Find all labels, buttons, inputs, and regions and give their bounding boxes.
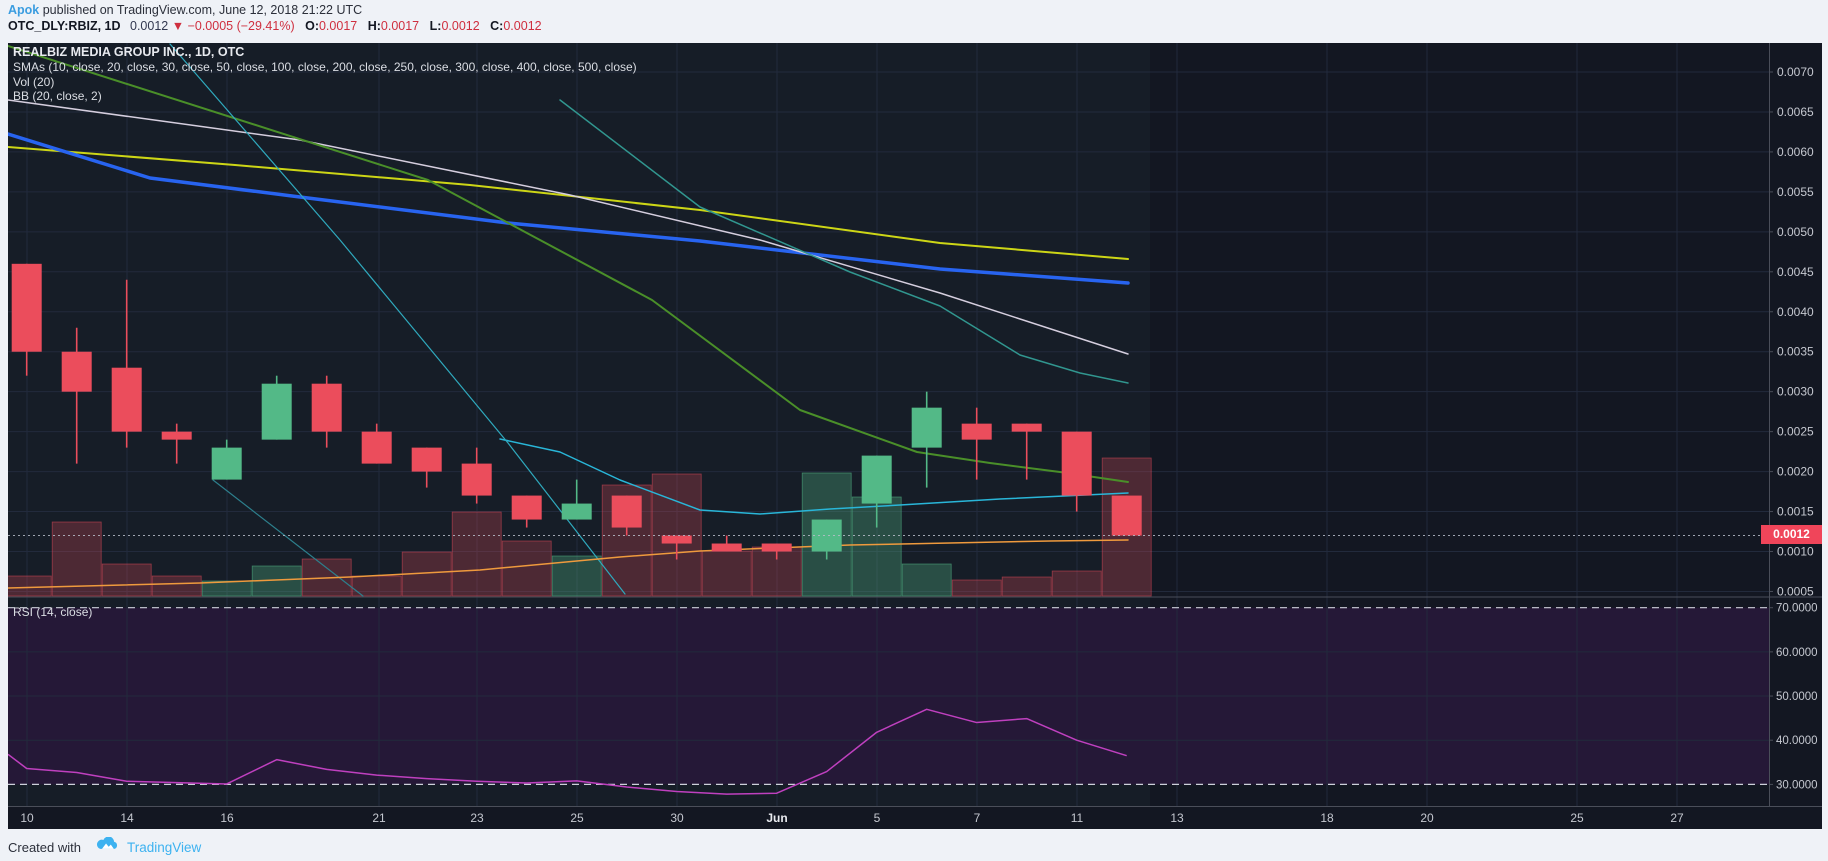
svg-text:7: 7 [974,811,981,825]
svg-text:0.0040: 0.0040 [1777,305,1814,319]
tradingview-brand-link[interactable]: TradingView [126,839,202,855]
svg-text:50.0000: 50.0000 [1776,691,1818,703]
svg-text:25: 25 [570,811,584,825]
svg-text:0.0030: 0.0030 [1777,385,1814,399]
close-value: 0.0012 [503,19,542,33]
open-value: 0.0017 [318,19,358,33]
byline: Apok published on TradingView.com, June … [8,2,1408,18]
low-value: 0.0012 [441,19,480,33]
svg-text:0.0060: 0.0060 [1777,145,1814,159]
svg-text:0.0065: 0.0065 [1777,105,1814,119]
svg-text:30.0000: 30.0000 [1776,779,1818,791]
svg-text:0.0045: 0.0045 [1777,265,1814,279]
svg-text:0.0015: 0.0015 [1777,505,1814,519]
footer: Created with TradingView [8,836,202,857]
author-link[interactable]: Apok [8,3,40,17]
change-value: −0.0005 (−29.41%) [187,19,295,33]
svg-text:0.0020: 0.0020 [1777,465,1814,479]
svg-text:13: 13 [1170,811,1184,825]
svg-text:14: 14 [120,811,134,825]
tradingview-logo-icon[interactable] [95,836,120,857]
last-price-axis-label: 0.0012 [1761,525,1822,544]
svg-text:0.0035: 0.0035 [1777,345,1814,359]
low-label: L: [429,19,442,33]
created-with-label: Created with [8,839,81,855]
svg-text:Jun: Jun [766,811,787,825]
svg-text:11: 11 [1071,811,1084,825]
svg-text:0.0050: 0.0050 [1777,225,1814,239]
symbol-label: OTC_DLY:RBIZ, 1D [8,19,121,33]
svg-text:30: 30 [670,811,684,825]
chart-canvas[interactable]: 0.0070 0.0065 0.0060 0.0055 0.0050 0.0045 0.00… [1,43,1822,829]
header: Apok published on TradingView.com, June … [8,2,1408,34]
svg-text:23: 23 [470,811,484,825]
high-label: H: [367,19,381,33]
svg-text:0.0005: 0.0005 [1777,584,1814,598]
svg-text:10: 10 [20,811,34,825]
svg-text:0.0070: 0.0070 [1777,65,1814,79]
svg-text:21: 21 [372,811,386,825]
svg-text:18: 18 [1320,811,1334,825]
symbol-summary: OTC_DLY:RBIZ, 1D 0.0012 ▼ −0.0005 (−29.4… [8,19,1408,34]
close-label: C: [490,19,504,33]
svg-text:16: 16 [220,811,234,825]
open-label: O: [305,19,319,33]
down-arrow-icon: ▼ [171,19,185,33]
svg-text:0.0055: 0.0055 [1777,185,1814,199]
svg-text:0.0010: 0.0010 [1777,545,1814,559]
last-price: 0.0012 [130,19,169,33]
svg-text:25: 25 [1570,811,1584,825]
high-value: 0.0017 [380,19,420,33]
svg-text:0.0025: 0.0025 [1777,425,1814,439]
svg-text:70.0000: 70.0000 [1776,603,1818,615]
svg-text:5: 5 [874,811,881,825]
byline-text: published on TradingView.com, June 12, 2… [39,3,363,17]
chart[interactable]: 0.0070 0.0065 0.0060 0.0055 0.0050 0.0045 0.00… [1,43,1822,829]
svg-text:27: 27 [1670,811,1684,825]
svg-text:40.0000: 40.0000 [1776,735,1818,747]
svg-text:60.0000: 60.0000 [1776,647,1818,659]
svg-text:20: 20 [1420,811,1434,825]
